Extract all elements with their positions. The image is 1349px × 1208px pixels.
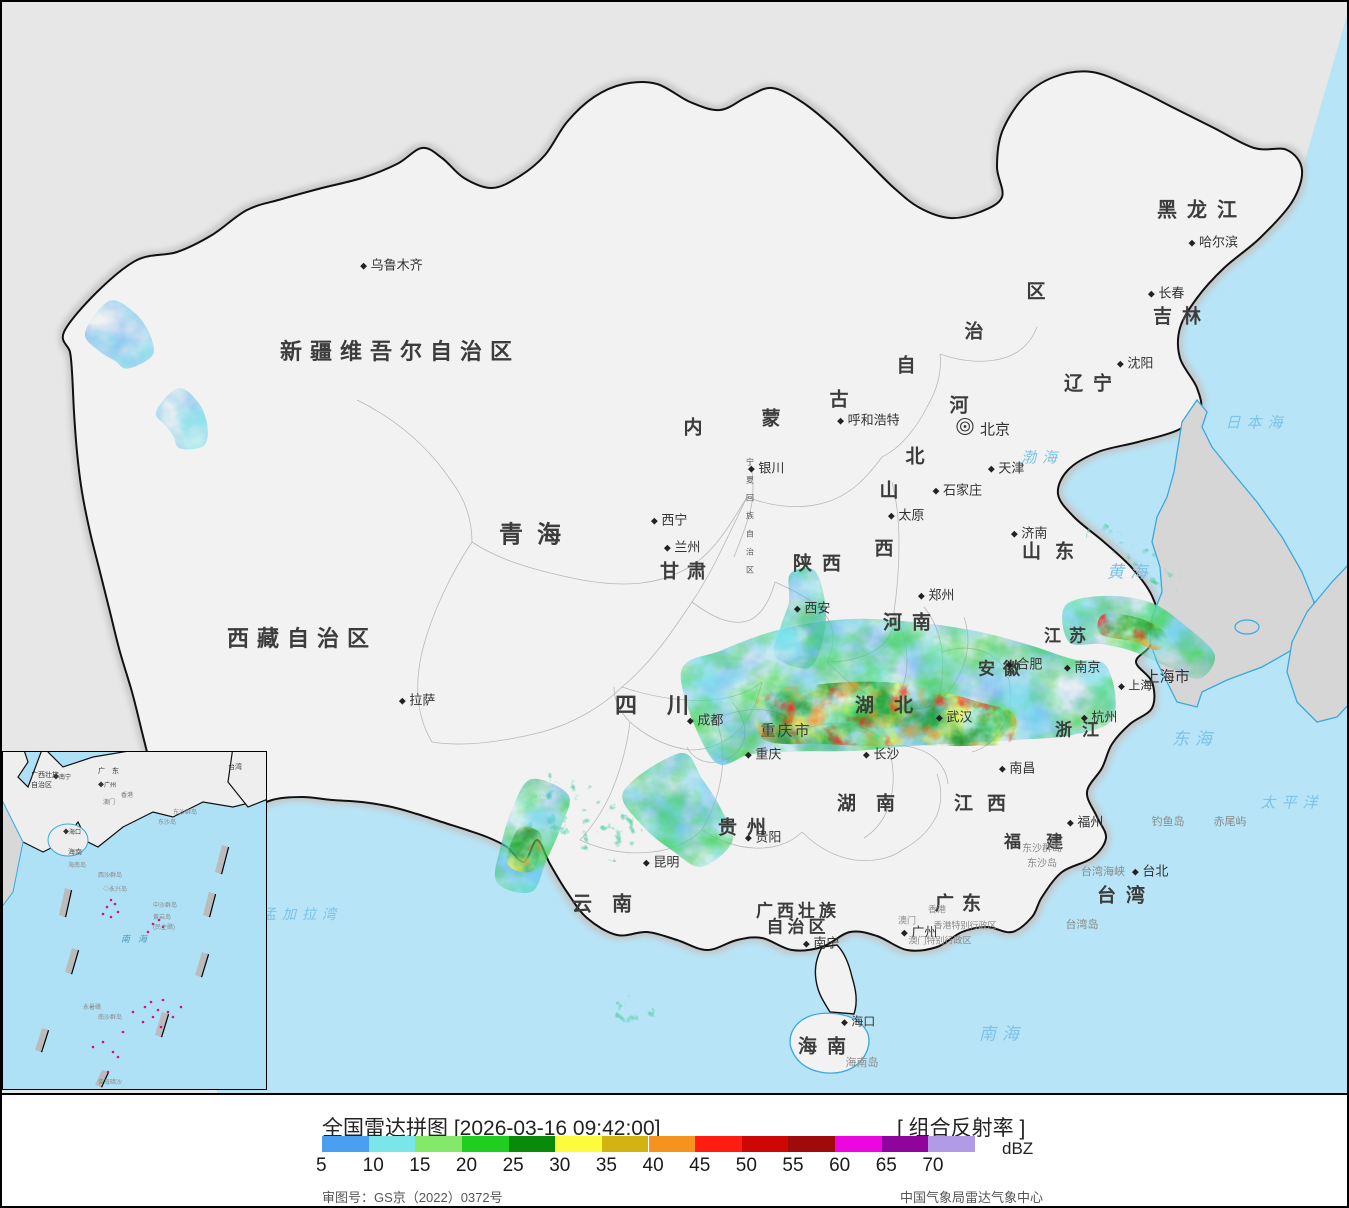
svg-text:南海: 南海 [121, 934, 155, 944]
